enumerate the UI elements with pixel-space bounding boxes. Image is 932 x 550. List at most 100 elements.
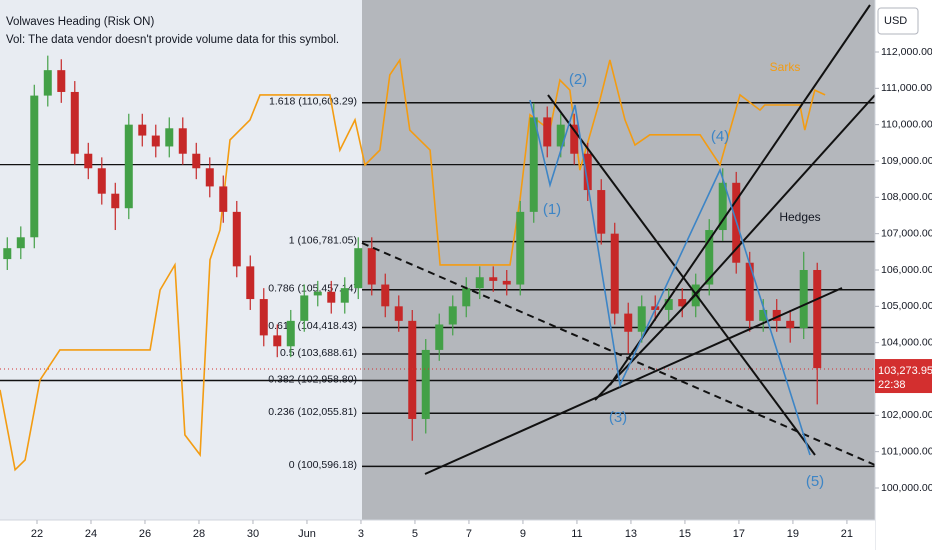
candle-body [745, 262, 754, 321]
x-tick-label: 19 [787, 528, 799, 540]
candle-body [583, 153, 592, 191]
candle-body [84, 153, 93, 169]
y-tick-label: 106,000.00 [881, 264, 932, 276]
banks-label: Sarks [770, 60, 801, 74]
candle-body [610, 233, 619, 314]
x-tick-label: Jun [298, 528, 316, 540]
x-tick-label: 22 [31, 528, 43, 540]
wave-label: (1) [543, 201, 561, 218]
y-tick-label: 105,000.00 [881, 300, 932, 312]
time-axis [0, 520, 875, 550]
x-tick-label: 7 [466, 528, 472, 540]
candle-body [597, 190, 606, 234]
candle-body [759, 309, 768, 321]
candle-body [3, 248, 12, 260]
fib-label: 0.5 (103,688.61) [280, 347, 357, 359]
candle-body [354, 248, 363, 289]
candle-body [111, 193, 120, 209]
y-tick-label: 101,000.00 [881, 445, 932, 457]
candle-body [475, 277, 484, 289]
candle-body [16, 237, 25, 249]
fib-label: 0 (100,596.18) [289, 459, 357, 471]
y-tick-label: 108,000.00 [881, 191, 932, 203]
trend-line [689, 94, 876, 301]
fib-label: 0.618 (104,418.43) [268, 320, 357, 332]
candle-body [30, 95, 39, 238]
candle-body [178, 128, 187, 154]
y-tick-label: 109,000.00 [881, 155, 932, 167]
candle-body [678, 299, 687, 307]
candle-body [192, 153, 201, 169]
candle-body [435, 324, 444, 350]
candle-body [138, 124, 147, 136]
y-tick-label: 110,000.00 [881, 118, 932, 130]
last-price-label: 103,273.95 [878, 365, 932, 377]
trend-line [547, 94, 816, 456]
fib-label: 1.618 (110,603.29) [269, 96, 357, 108]
x-tick-label: 24 [85, 528, 97, 540]
candle-body [705, 230, 714, 285]
candle-body [556, 124, 565, 147]
price-axis [875, 0, 932, 550]
candle-body [219, 186, 228, 212]
x-tick-label: 3 [358, 528, 364, 540]
x-tick-label: 13 [625, 528, 637, 540]
marks: 1.618 (110,603.29) 1 (106,781.05) 0.786 (1… [0, 55, 875, 472]
y-tick-label: 104,000.00 [881, 336, 932, 348]
candle-body [543, 117, 552, 147]
indicator-line [0, 57, 826, 472]
y-tick-label: 112,000.00 [881, 46, 932, 58]
candle-body [286, 320, 295, 347]
fib-label: 0.786 (105,457.14) [268, 282, 357, 294]
chart-title: Volwaves Heading (Risk ON) [6, 16, 154, 28]
wave-label: (2) [569, 71, 587, 88]
candle-body [259, 299, 268, 336]
fib-label: 0.236 (102,055.81) [268, 406, 357, 418]
candle-body [421, 349, 430, 419]
y-tick-label: 102,000.00 [881, 409, 932, 421]
candle-body [394, 306, 403, 321]
candle-body [327, 291, 336, 303]
currency-box[interactable] [877, 7, 919, 35]
wave-label: (4) [711, 128, 729, 145]
x-tick-label: 17 [733, 528, 745, 540]
trend-lines [361, 4, 876, 475]
candle-body [165, 128, 174, 147]
y-tick-label: 100,000.00 [881, 482, 932, 494]
candle-body [624, 313, 633, 332]
candle-body [43, 70, 52, 96]
x-tick-label: 11 [571, 528, 582, 540]
candle-body [529, 117, 538, 212]
x-tick-label: 9 [520, 528, 526, 540]
candle-body [462, 288, 471, 307]
dashed-trend-line [361, 242, 876, 466]
candle-body [799, 269, 808, 329]
x-tick-label: 28 [193, 528, 205, 540]
trend-line [594, 289, 701, 401]
candle-body [570, 124, 579, 154]
candle-body [637, 306, 646, 332]
wave-label: (5) [806, 473, 824, 490]
x-tick-label: 26 [139, 528, 151, 540]
candle-body [151, 135, 160, 147]
trend-line [609, 4, 871, 386]
wave-label: (3) [609, 409, 627, 426]
candle-body [489, 277, 498, 281]
candle-body [313, 291, 322, 296]
candle-body [448, 306, 457, 325]
y-tick-label: 107,000.00 [881, 227, 932, 239]
candle-body [381, 284, 390, 307]
candle-body [70, 91, 79, 154]
candle-body [664, 299, 673, 310]
countdown-label: 22:38 [878, 379, 906, 391]
candle-body [502, 280, 511, 285]
x-tick-label: 5 [412, 528, 418, 540]
candle-body [124, 124, 133, 209]
hedges-label: Hedges [779, 210, 820, 224]
candle-body [367, 248, 376, 285]
candle-body [97, 168, 106, 194]
x-tick-label: 30 [247, 528, 259, 540]
candle-body [57, 70, 66, 92]
candle-body [786, 320, 795, 329]
candle-body [273, 335, 282, 347]
